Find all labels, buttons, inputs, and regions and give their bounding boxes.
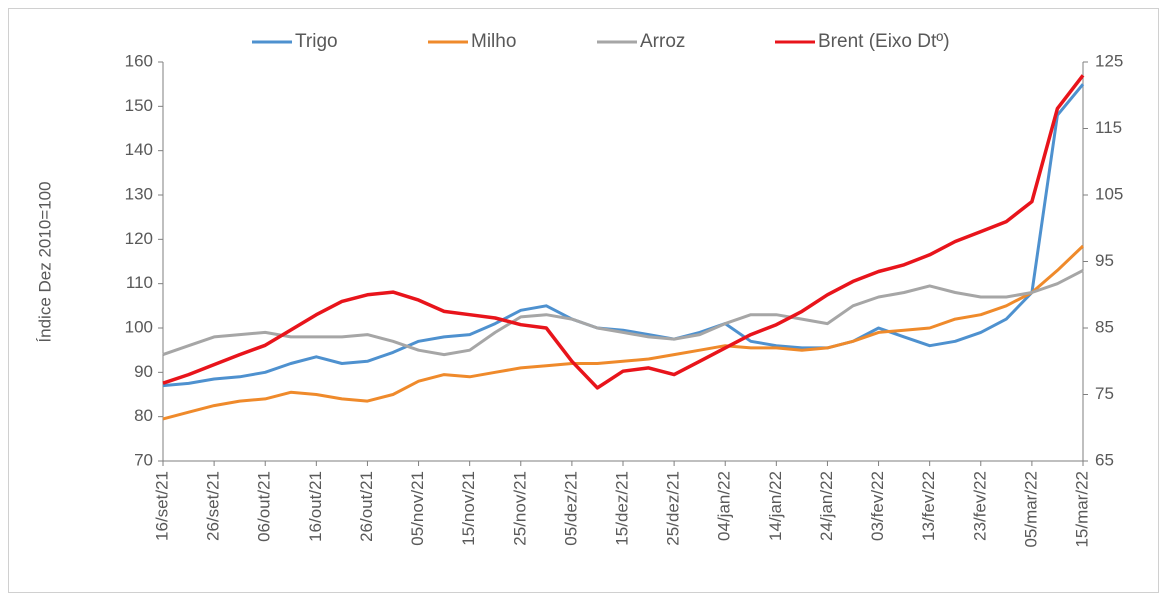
x-tick-label: 26/set/21 bbox=[204, 471, 223, 541]
y-tick-label: 150 bbox=[125, 96, 153, 115]
y-tick-label: 110 bbox=[126, 273, 153, 292]
y2-tick-label: 65 bbox=[1095, 450, 1114, 469]
x-tick-label: 05/nov/21 bbox=[408, 471, 427, 546]
y-tick-label: 90 bbox=[134, 362, 153, 381]
y2-tick-label: 75 bbox=[1095, 384, 1114, 403]
y2-tick-label: 105 bbox=[1095, 184, 1123, 203]
x-tick-label: 26/out/21 bbox=[357, 471, 376, 542]
x-tick-label: 15/dez/21 bbox=[612, 471, 631, 546]
x-tick-label: 05/dez/21 bbox=[561, 471, 580, 546]
x-tick-label: 15/nov/21 bbox=[459, 471, 478, 546]
legend-label: Milho bbox=[471, 31, 516, 52]
x-tick-label: 14/jan/22 bbox=[766, 471, 785, 541]
y2-tick-label: 95 bbox=[1095, 251, 1114, 270]
series-line bbox=[162, 83, 1085, 388]
y-tick-label: 120 bbox=[125, 229, 153, 248]
y2-tick-label: 85 bbox=[1095, 317, 1114, 336]
series-line bbox=[162, 244, 1085, 421]
y-tick-label: 100 bbox=[125, 317, 153, 336]
x-tick-label: 25/nov/21 bbox=[510, 471, 529, 546]
series-line bbox=[162, 269, 1084, 357]
y-tick-label: 80 bbox=[134, 406, 153, 425]
y2-tick-label: 125 bbox=[1095, 51, 1123, 70]
legend-label: Trigo bbox=[295, 31, 338, 52]
x-tick-label: 24/jan/22 bbox=[817, 471, 836, 541]
x-tick-label: 05/mar/22 bbox=[1021, 471, 1040, 548]
x-tick-label: 13/fev/22 bbox=[919, 471, 938, 541]
y-tick-label: 70 bbox=[134, 450, 153, 469]
x-tick-label: 23/fev/22 bbox=[970, 471, 989, 541]
x-tick-label: 16/set/21 bbox=[152, 471, 171, 541]
y-tick-label: 160 bbox=[125, 51, 153, 70]
x-tick-label: 16/out/21 bbox=[306, 471, 325, 542]
y-axis-label: Índice Dez 2010=100 bbox=[35, 181, 54, 342]
series-line bbox=[162, 74, 1085, 390]
legend-label: Brent (Eixo Dtº) bbox=[818, 31, 950, 52]
x-tick-label: 03/fev/22 bbox=[868, 471, 887, 541]
x-tick-label: 25/dez/21 bbox=[664, 471, 683, 546]
x-tick-label: 15/mar/22 bbox=[1072, 471, 1091, 548]
legend-label: Arroz bbox=[640, 31, 685, 52]
x-tick-label: 04/jan/22 bbox=[715, 471, 734, 541]
y2-tick-label: 115 bbox=[1095, 118, 1122, 137]
y-tick-label: 130 bbox=[125, 184, 153, 203]
x-tick-label: 06/out/21 bbox=[255, 471, 274, 542]
y-tick-label: 140 bbox=[125, 140, 153, 159]
